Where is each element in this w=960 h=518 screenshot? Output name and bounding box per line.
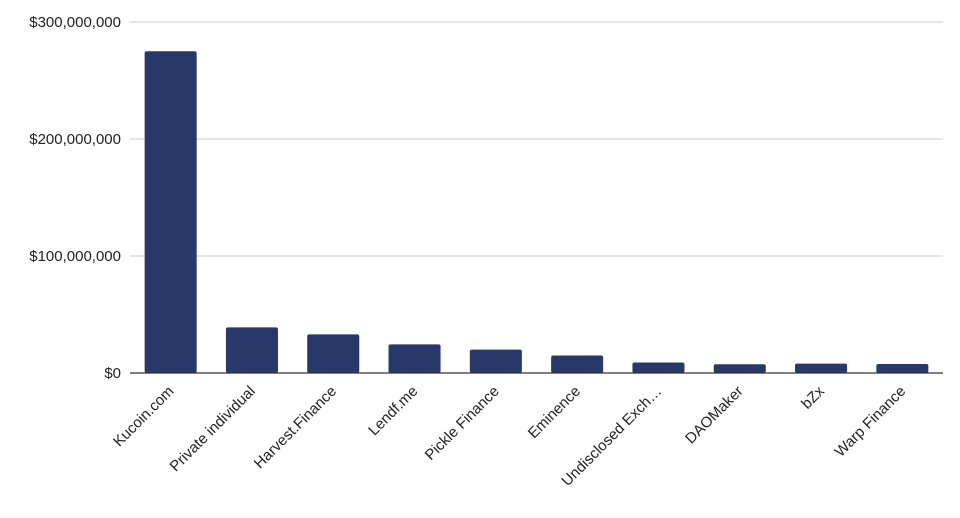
x-tick-label: Pickle Finance (422, 383, 503, 464)
x-tick-label: Warp Finance (832, 383, 910, 461)
gridlines (130, 21, 943, 257)
x-tick-label: Lendf.me (365, 383, 421, 439)
bar (795, 363, 848, 373)
y-tick-label: $100,000,000 (29, 248, 121, 265)
x-tick-label: bZx (798, 382, 828, 412)
bar (144, 51, 197, 373)
x-tick-label: Private individual (167, 383, 259, 475)
y-tick-label: $0 (104, 365, 121, 382)
bar (225, 327, 278, 373)
y-axis-tick-labels: $0 $100,000,000 $200,000,000 $300,000,000 (29, 14, 121, 382)
bar (551, 355, 604, 373)
bar (307, 334, 360, 373)
x-tick-label: Harvest.Finance (251, 383, 340, 472)
bar (388, 344, 441, 373)
x-tick-label: Kucoin.com (110, 383, 177, 450)
bar (876, 363, 929, 373)
bars (144, 51, 929, 373)
y-tick-label: $300,000,000 (29, 14, 121, 31)
y-tick-label: $200,000,000 (29, 131, 121, 148)
x-tick-label: DAOMaker (682, 383, 746, 447)
bar (632, 362, 685, 373)
bar (713, 364, 766, 373)
bar (469, 349, 522, 373)
x-tick-label: Eminence (525, 383, 584, 442)
